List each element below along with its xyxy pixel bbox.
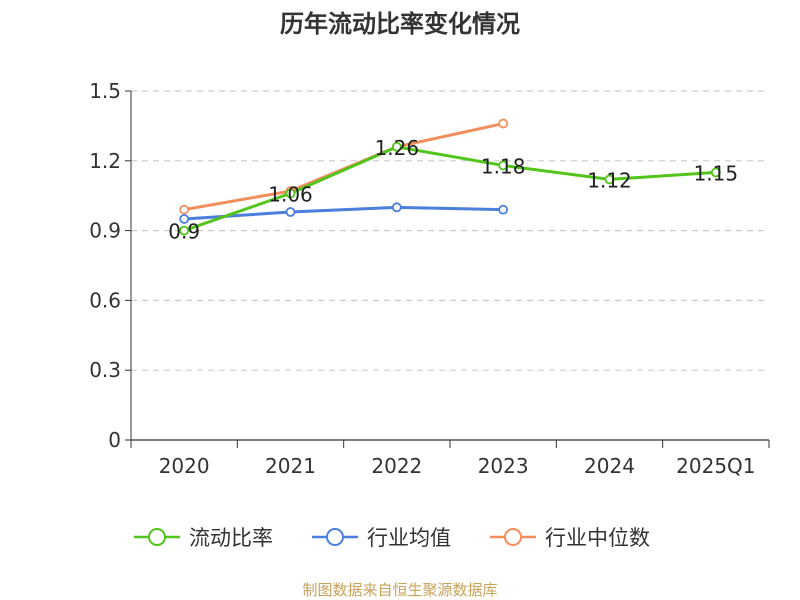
source-note: 制图数据来自恒生聚源数据库 [302,581,498,599]
data-label: 1.12 [587,168,632,192]
data-point [498,160,509,171]
y-tick-label: 0.9 [89,219,121,243]
data-point [391,202,402,213]
x-tick-label: 2024 [584,454,635,478]
data-point [498,204,509,215]
data-label: 1.15 [694,161,739,185]
legend-item-industry-median[interactable]: 行业中位数 [489,519,650,555]
legend-label: 行业中位数 [545,526,650,550]
data-point [391,141,402,152]
legend-item-industry-mean[interactable]: 行业均值 [311,519,451,555]
y-tick-label: 0.3 [89,358,121,382]
data-labels: 0.9 1.06 1.26 1.18 1.12 1.15 [168,136,738,244]
x-tick-label: 2022 [371,454,422,478]
y-tick-label: 0 [108,428,121,452]
data-point [604,174,615,185]
data-point [285,188,296,199]
y-tick-label: 1.5 [89,79,121,103]
y-tick-label: 1.2 [89,149,121,173]
legend-line-icon [134,528,180,546]
series-line [182,122,505,212]
legend-item-current-ratio[interactable]: 流动比率 [133,519,273,555]
y-tick-label: 0.6 [89,288,121,312]
legend-line-icon [312,528,358,546]
data-point [179,225,190,236]
legend: 流动比率 行业均值 行业中位数 [0,519,800,555]
x-tick-label: 2025Q1 [676,454,755,478]
data-point [179,214,190,224]
x-tick-label: 2020 [159,454,210,478]
x-tick-label: 2023 [478,454,529,478]
legend-line-icon [490,528,536,546]
data-label: 1.06 [268,182,313,206]
legend-label: 流动比率 [189,526,273,550]
series-line [182,145,718,233]
series-line [182,205,505,221]
grid-lines [131,90,769,371]
data-label: 1.26 [375,136,420,160]
series-lines [182,122,718,233]
chart-title: 历年流动比率变化情况 [280,10,520,38]
data-point [179,204,190,215]
data-point [285,207,296,217]
data-label: 1.18 [481,154,526,178]
x-tick-label: 2021 [265,454,316,478]
data-label: 0.9 [168,220,200,244]
legend-label: 行业均值 [367,526,451,550]
data-point [710,167,721,178]
data-points [179,118,721,236]
data-point [498,118,509,129]
axes: 0 0.3 0.6 0.9 1.2 1.5 2020 2021 2022 2023 2024 2025… [89,79,770,478]
